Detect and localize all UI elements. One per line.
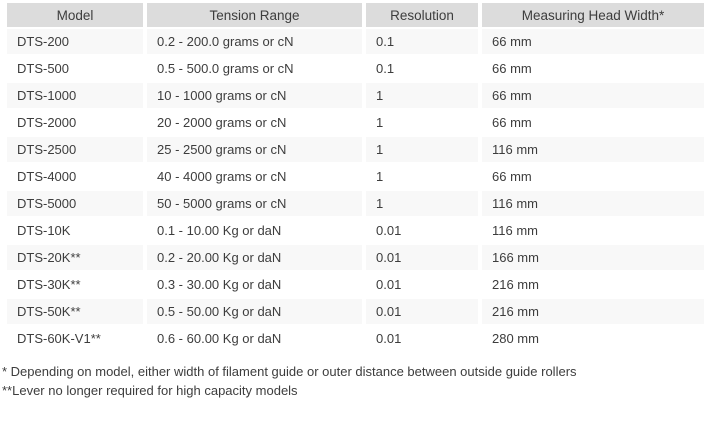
cell-head-width: 66 mm xyxy=(482,83,704,110)
table-row: DTS-50K** 0.5 - 50.00 Kg or daN 0.01 216 mm xyxy=(7,299,704,326)
table-body: DTS-200 0.2 - 200.0 grams or cN 0.1 66 mm DT… xyxy=(7,29,704,353)
cell-tension-range: 0.3 - 30.00 Kg or daN xyxy=(147,272,366,299)
cell-model: DTS-500 xyxy=(7,56,147,83)
cell-tension-range: 0.2 - 200.0 grams or cN xyxy=(147,29,366,56)
cell-model: DTS-1000 xyxy=(7,83,147,110)
cell-head-width: 66 mm xyxy=(482,29,704,56)
cell-resolution: 0.1 xyxy=(366,29,482,56)
table-row: DTS-500 0.5 - 500.0 grams or cN 0.1 66 mm xyxy=(7,56,704,83)
table-row: DTS-20K** 0.2 - 20.00 Kg or daN 0.01 166 mm xyxy=(7,245,704,272)
cell-model: DTS-5000 xyxy=(7,191,147,218)
table-header-row: Model Tension Range Resolution Measuring… xyxy=(7,3,704,29)
cell-tension-range: 10 - 1000 grams or cN xyxy=(147,83,366,110)
cell-head-width: 66 mm xyxy=(482,110,704,137)
cell-tension-range: 0.5 - 50.00 Kg or daN xyxy=(147,299,366,326)
table-row: DTS-60K-V1** 0.6 - 60.00 Kg or daN 0.01 280… xyxy=(7,326,704,353)
specs-table: Model Tension Range Resolution Measuring… xyxy=(7,3,704,353)
cell-resolution: 1 xyxy=(366,83,482,110)
footnote-lever: **Lever no longer required for high capa… xyxy=(2,383,298,398)
column-header-head-width: Measuring Head Width* xyxy=(482,3,704,29)
cell-model: DTS-2000 xyxy=(7,110,147,137)
footnote-head-width: * Depending on model, either width of fi… xyxy=(2,364,577,379)
table-row: DTS-30K** 0.3 - 30.00 Kg or daN 0.01 216 mm xyxy=(7,272,704,299)
column-header-resolution: Resolution xyxy=(366,3,482,29)
cell-resolution: 0.01 xyxy=(366,326,482,353)
cell-resolution: 0.01 xyxy=(366,245,482,272)
cell-tension-range: 25 - 2500 grams or cN xyxy=(147,137,366,164)
cell-model: DTS-2500 xyxy=(7,137,147,164)
cell-tension-range: 40 - 4000 grams or cN xyxy=(147,164,366,191)
cell-resolution: 1 xyxy=(366,137,482,164)
table-row: DTS-4000 40 - 4000 grams or cN 1 66 mm xyxy=(7,164,704,191)
cell-resolution: 1 xyxy=(366,164,482,191)
cell-head-width: 216 mm xyxy=(482,272,704,299)
cell-resolution: 0.01 xyxy=(366,299,482,326)
cell-tension-range: 0.2 - 20.00 Kg or daN xyxy=(147,245,366,272)
cell-resolution: 0.1 xyxy=(366,56,482,83)
table-row: DTS-2000 20 - 2000 grams or cN 1 66 mm xyxy=(7,110,704,137)
table-row: DTS-5000 50 - 5000 grams or cN 1 116 mm xyxy=(7,191,704,218)
cell-tension-range: 0.1 - 10.00 Kg or daN xyxy=(147,218,366,245)
cell-head-width: 166 mm xyxy=(482,245,704,272)
cell-resolution: 0.01 xyxy=(366,272,482,299)
table-row: DTS-10K 0.1 - 10.00 Kg or daN 0.01 116 mm xyxy=(7,218,704,245)
cell-model: DTS-4000 xyxy=(7,164,147,191)
cell-head-width: 116 mm xyxy=(482,191,704,218)
cell-tension-range: 50 - 5000 grams or cN xyxy=(147,191,366,218)
table-row: DTS-200 0.2 - 200.0 grams or cN 0.1 66 mm xyxy=(7,29,704,56)
table-row: DTS-2500 25 - 2500 grams or cN 1 116 mm xyxy=(7,137,704,164)
cell-model: DTS-60K-V1** xyxy=(7,326,147,353)
cell-model: DTS-200 xyxy=(7,29,147,56)
cell-head-width: 66 mm xyxy=(482,164,704,191)
table-row: DTS-1000 10 - 1000 grams or cN 1 66 mm xyxy=(7,83,704,110)
cell-head-width: 216 mm xyxy=(482,299,704,326)
cell-resolution: 1 xyxy=(366,191,482,218)
cell-model: DTS-20K** xyxy=(7,245,147,272)
cell-head-width: 116 mm xyxy=(482,218,704,245)
cell-resolution: 1 xyxy=(366,110,482,137)
cell-model: DTS-30K** xyxy=(7,272,147,299)
cell-tension-range: 0.5 - 500.0 grams or cN xyxy=(147,56,366,83)
cell-model: DTS-50K** xyxy=(7,299,147,326)
cell-model: DTS-10K xyxy=(7,218,147,245)
footnotes: * Depending on model, either width of fi… xyxy=(2,362,716,400)
cell-head-width: 66 mm xyxy=(482,56,704,83)
cell-head-width: 116 mm xyxy=(482,137,704,164)
cell-tension-range: 20 - 2000 grams or cN xyxy=(147,110,366,137)
cell-resolution: 0.01 xyxy=(366,218,482,245)
cell-head-width: 280 mm xyxy=(482,326,704,353)
column-header-tension: Tension Range xyxy=(147,3,366,29)
column-header-model: Model xyxy=(7,3,147,29)
cell-tension-range: 0.6 - 60.00 Kg or daN xyxy=(147,326,366,353)
